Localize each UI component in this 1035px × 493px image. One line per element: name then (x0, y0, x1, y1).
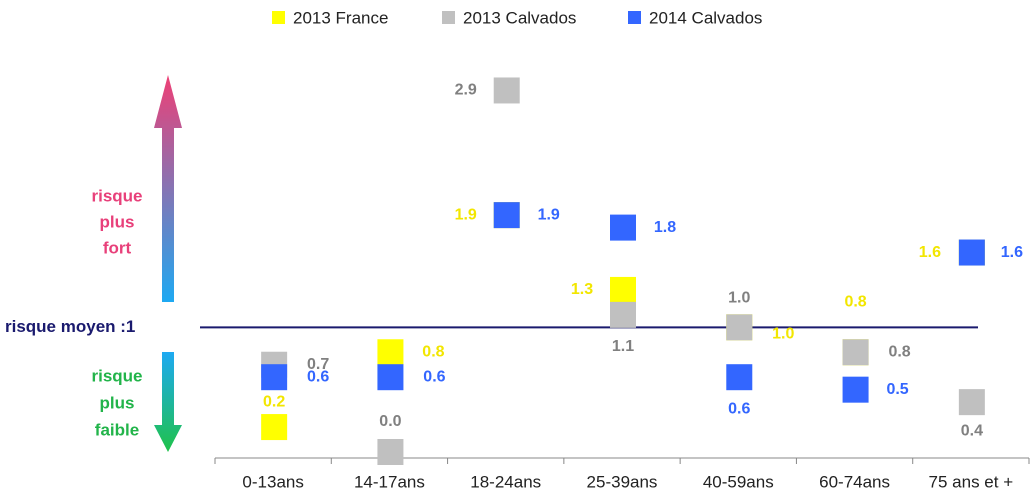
data-label: 1.1 (612, 338, 634, 355)
x-tick-label: 40-59ans (703, 472, 774, 491)
x-tick-label: 14-17ans (354, 472, 425, 491)
data-label: 0.8 (888, 343, 910, 360)
annotation-up: plus (100, 212, 135, 231)
data-label: 0.2 (263, 393, 285, 410)
arrow-down (154, 352, 182, 452)
legend-swatch (628, 11, 641, 24)
data-label: 0.8 (422, 343, 444, 360)
marker (610, 301, 636, 328)
data-label: 2.9 (455, 82, 477, 99)
marker (377, 439, 404, 465)
data-label: 1.0 (728, 290, 750, 307)
marker (842, 376, 869, 403)
marker (493, 77, 520, 104)
reference-label: risque moyen :1 (5, 317, 135, 336)
legend-label: 2014 Calvados (649, 8, 762, 27)
x-tick-label: 18-24ans (470, 472, 541, 491)
data-label: 1.6 (919, 244, 941, 261)
data-label: 0.5 (886, 381, 908, 398)
data-label: 0.6 (728, 400, 750, 417)
annotation-down: plus (100, 393, 135, 412)
marker (958, 389, 985, 416)
legend-swatch (272, 11, 285, 24)
data-label: 1.9 (455, 206, 477, 223)
legend-label: 2013 France (293, 8, 388, 27)
annotation-down: risque (91, 366, 142, 385)
data-label: 0.4 (961, 422, 983, 439)
annotation-down: faible (95, 420, 139, 439)
annotation-up: risque (91, 186, 142, 205)
data-label: 1.3 (571, 281, 593, 298)
marker (726, 314, 753, 341)
data-label: 0.8 (844, 293, 866, 310)
marker (493, 202, 520, 229)
x-tick-label: 25-39ans (587, 472, 658, 491)
x-tick-label: 75 ans et + (929, 472, 1014, 491)
legend-swatch (442, 11, 455, 24)
annotation-up: fort (103, 238, 132, 257)
x-tick-label: 60-74ans (819, 472, 890, 491)
data-label: 1.9 (538, 206, 560, 223)
arrow-up (154, 75, 182, 302)
marker (610, 214, 636, 241)
data-label: 0.6 (423, 368, 445, 385)
data-label: 1.6 (1001, 244, 1023, 261)
data-label: 1.8 (654, 219, 676, 236)
marker (726, 364, 753, 391)
data-label: 1.0 (772, 326, 794, 343)
marker (958, 239, 985, 266)
marker (261, 414, 288, 441)
data-label: 0.0 (379, 413, 401, 430)
x-tick-label: 0-13ans (242, 472, 303, 491)
marker (610, 276, 636, 303)
data-label: 0.7 (307, 356, 329, 373)
marker (261, 364, 288, 391)
marker (377, 339, 404, 366)
marker (377, 364, 404, 391)
legend-label: 2013 Calvados (463, 8, 576, 27)
marker (842, 339, 869, 366)
data-label: 0.6 (307, 368, 329, 385)
